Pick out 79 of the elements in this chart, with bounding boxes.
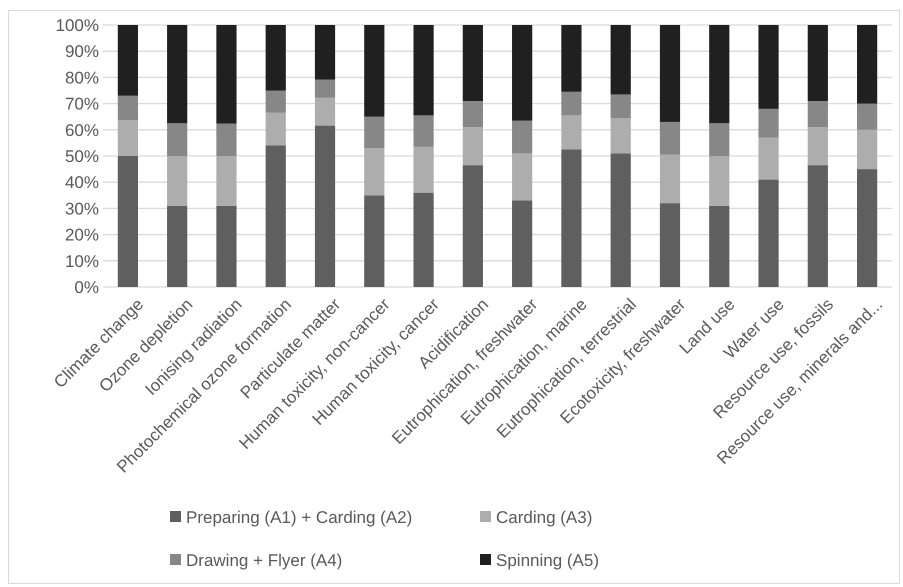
bar (512, 200, 532, 287)
bar (660, 25, 680, 122)
bar (758, 25, 779, 109)
bar (758, 108, 779, 138)
bar (216, 156, 237, 206)
bar (561, 92, 582, 116)
bar (216, 25, 237, 124)
bar (709, 123, 730, 156)
bar (118, 156, 138, 287)
bar (660, 122, 680, 155)
y-tick-label: 70% (64, 94, 99, 114)
y-tick-label: 30% (64, 199, 99, 218)
bar (167, 206, 188, 287)
bar (413, 115, 434, 147)
legend-label: Preparing (A1) + Carding (A2) (186, 508, 412, 527)
bar (364, 116, 384, 148)
bar (413, 192, 434, 287)
y-tick-label: 80% (64, 68, 99, 88)
bar (314, 79, 336, 98)
bar (512, 153, 532, 201)
legend-label: Drawing + Flyer (A4) (186, 550, 342, 570)
bar (512, 25, 532, 121)
legend-label: Carding (A3) (496, 508, 592, 527)
bar (266, 146, 286, 287)
bar (512, 120, 532, 154)
bar (462, 100, 483, 128)
bar (216, 124, 237, 156)
y-tick-label: 100% (56, 16, 99, 35)
bar (266, 112, 286, 146)
bar (266, 25, 286, 90)
bar (610, 94, 631, 118)
bar (314, 126, 336, 287)
bar (660, 203, 680, 287)
bar (610, 118, 631, 154)
y-tick-label: 50% (64, 146, 99, 166)
bar (808, 100, 828, 128)
bar (413, 146, 434, 193)
bar (857, 130, 878, 170)
bar (118, 25, 138, 96)
bar (709, 156, 730, 206)
bar (561, 115, 582, 150)
bar (364, 195, 384, 287)
bar (167, 156, 188, 206)
bar (314, 25, 336, 80)
bar (364, 25, 384, 117)
legend-label: Spinning (A5) (496, 550, 600, 570)
bar (660, 154, 680, 204)
bar (266, 90, 286, 113)
y-tick-label: 60% (64, 120, 99, 140)
bar (610, 153, 631, 287)
bar (758, 138, 779, 180)
y-tick-label: 20% (64, 226, 99, 245)
bar (167, 25, 188, 124)
bar (709, 206, 730, 287)
bar (758, 180, 779, 287)
y-tick-label: 40% (64, 173, 99, 192)
y-tick-label: 90% (64, 42, 99, 62)
bar (808, 25, 828, 101)
y-tick-label: 0% (74, 278, 99, 297)
bar (314, 98, 336, 126)
bar (709, 25, 730, 124)
bar (808, 165, 828, 287)
bar (462, 25, 483, 101)
bar (561, 149, 582, 287)
bar (857, 104, 878, 130)
bar (462, 127, 483, 166)
bar (216, 206, 237, 287)
y-tick-label: 10% (64, 252, 99, 271)
bar (167, 123, 188, 156)
bar (462, 165, 483, 287)
bar (561, 25, 582, 92)
bar (364, 148, 384, 196)
bar (857, 25, 878, 104)
bar (413, 25, 434, 116)
bar (610, 25, 631, 94)
bar (118, 96, 138, 120)
bar (118, 120, 138, 156)
bar (808, 127, 828, 166)
bar (857, 169, 878, 287)
